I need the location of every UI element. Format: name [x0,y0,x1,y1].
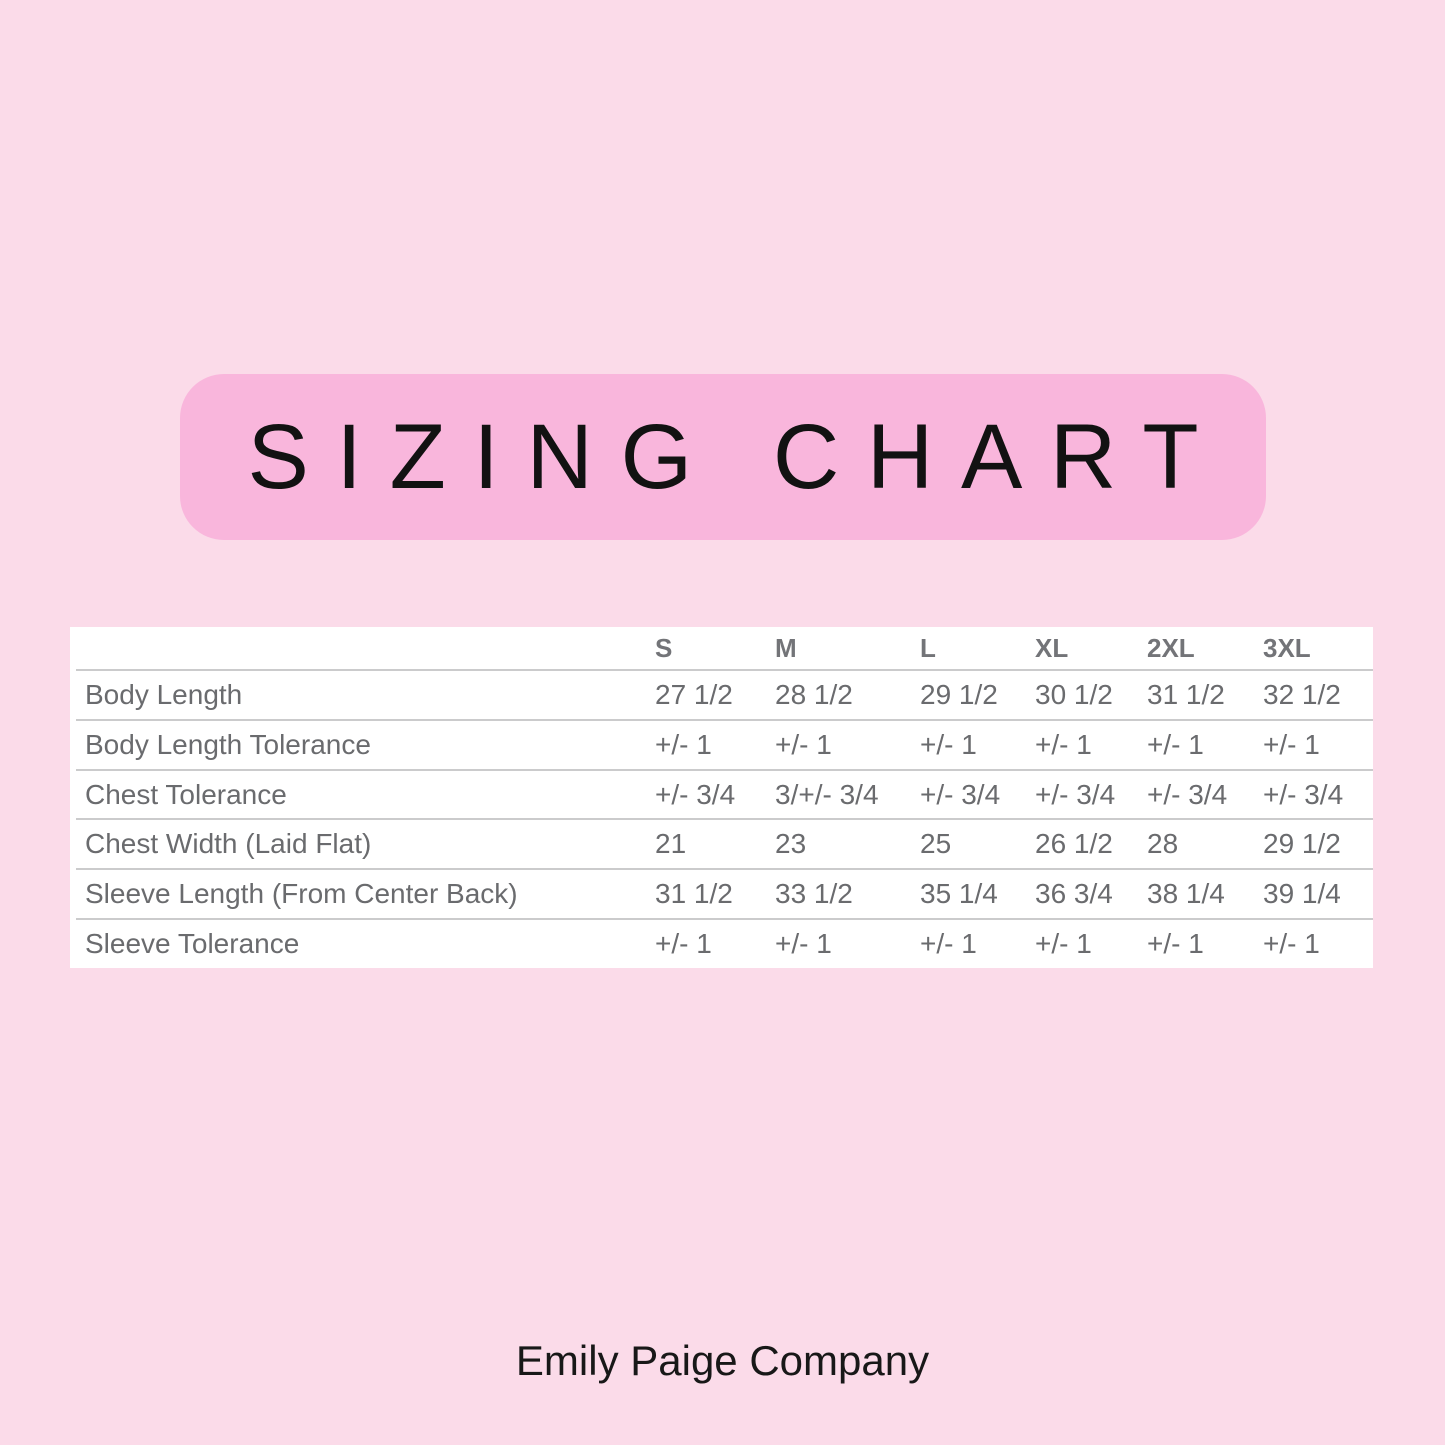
table-row: Sleeve Length (From Center Back) 31 1/2 33… [76,868,1373,918]
value-cell: 28 1/2 [775,678,853,710]
value-cell: +/- 1 [775,928,832,960]
table-row: Chest Width (Laid Flat) 21 23 25 26 1/2 28 29 … [76,818,1373,868]
corner-cell [76,627,655,669]
brand-name: Emily Paige Company [515,1337,930,1384]
value-cell: 31 1/2 [655,878,733,910]
value-cell: 35 1/4 [920,878,998,910]
value-cell: 38 1/4 [1147,878,1225,910]
value-cell: 29 1/2 [1263,828,1341,860]
column-header: 3XL [1263,632,1311,663]
value-cell: 31 1/2 [1147,678,1225,710]
column-header: XL [1035,632,1069,663]
row-label: Body Length Tolerance [85,728,371,760]
value-cell: +/- 3/4 [1035,778,1116,810]
value-cell: 26 1/2 [1035,828,1113,860]
value-cell: 33 1/2 [775,878,853,910]
table-row: Body Length Tolerance +/- 1 +/- 1 +/- 1 +/- … [76,718,1373,769]
value-cell: 28 [1147,828,1179,860]
value-cell: 3/+/- 3/4 [775,778,879,810]
value-cell: 30 1/2 [1035,678,1113,710]
title-banner: SIZING CHART [180,374,1266,540]
value-cell: +/- 1 [1035,928,1092,960]
value-cell: +/- 1 [1147,928,1204,960]
value-cell: 23 [775,828,807,860]
page-title: SIZING CHART [247,405,1227,508]
table-row: Body Length 27 1/2 28 1/2 29 1/2 30 1/2 31 1/… [76,669,1373,719]
column-header: 2XL [1147,632,1195,663]
value-cell: 36 3/4 [1035,878,1113,910]
value-cell: +/- 1 [1035,728,1092,760]
table-row: Sleeve Tolerance +/- 1 +/- 1 +/- 1 +/- 1 +/- … [76,918,1373,968]
value-cell: +/- 3/4 [1263,778,1344,810]
column-header: S [655,632,673,663]
value-cell: +/- 1 [1263,728,1320,760]
value-cell: 27 1/2 [655,678,733,710]
row-label: Sleeve Length (From Center Back) [85,878,518,910]
row-label: Chest Width (Laid Flat) [85,828,372,860]
value-cell: 29 1/2 [920,678,998,710]
row-label: Sleeve Tolerance [85,928,300,960]
value-cell: 21 [655,828,687,860]
value-cell: +/- 1 [775,728,832,760]
value-cell: +/- 3/4 [655,778,736,810]
column-header: L [920,632,936,663]
value-cell: +/- 1 [655,928,712,960]
value-cell: +/- 1 [920,928,977,960]
value-cell: +/- 1 [655,728,712,760]
value-cell: +/- 1 [1147,728,1204,760]
value-cell: 39 1/4 [1263,878,1341,910]
row-label: Chest Tolerance [85,778,287,810]
table-header-row: S M L XL 2XL 3XL [76,627,1373,669]
value-cell: 25 [920,828,952,860]
sizing-table: S M L XL 2XL 3XL Body Length 27 1/2 28 1/2 29 1/… [70,627,1373,968]
value-cell: +/- 3/4 [920,778,1001,810]
value-cell: 32 1/2 [1263,678,1341,710]
value-cell: +/- 1 [920,728,977,760]
value-cell: +/- 1 [1263,928,1320,960]
value-cell: +/- 3/4 [1147,778,1228,810]
table-row: Chest Tolerance +/- 3/4 3/+/- 3/4 +/- 3/4 +/… [76,768,1373,819]
row-label: Body Length [85,678,243,710]
column-header: M [775,632,797,663]
